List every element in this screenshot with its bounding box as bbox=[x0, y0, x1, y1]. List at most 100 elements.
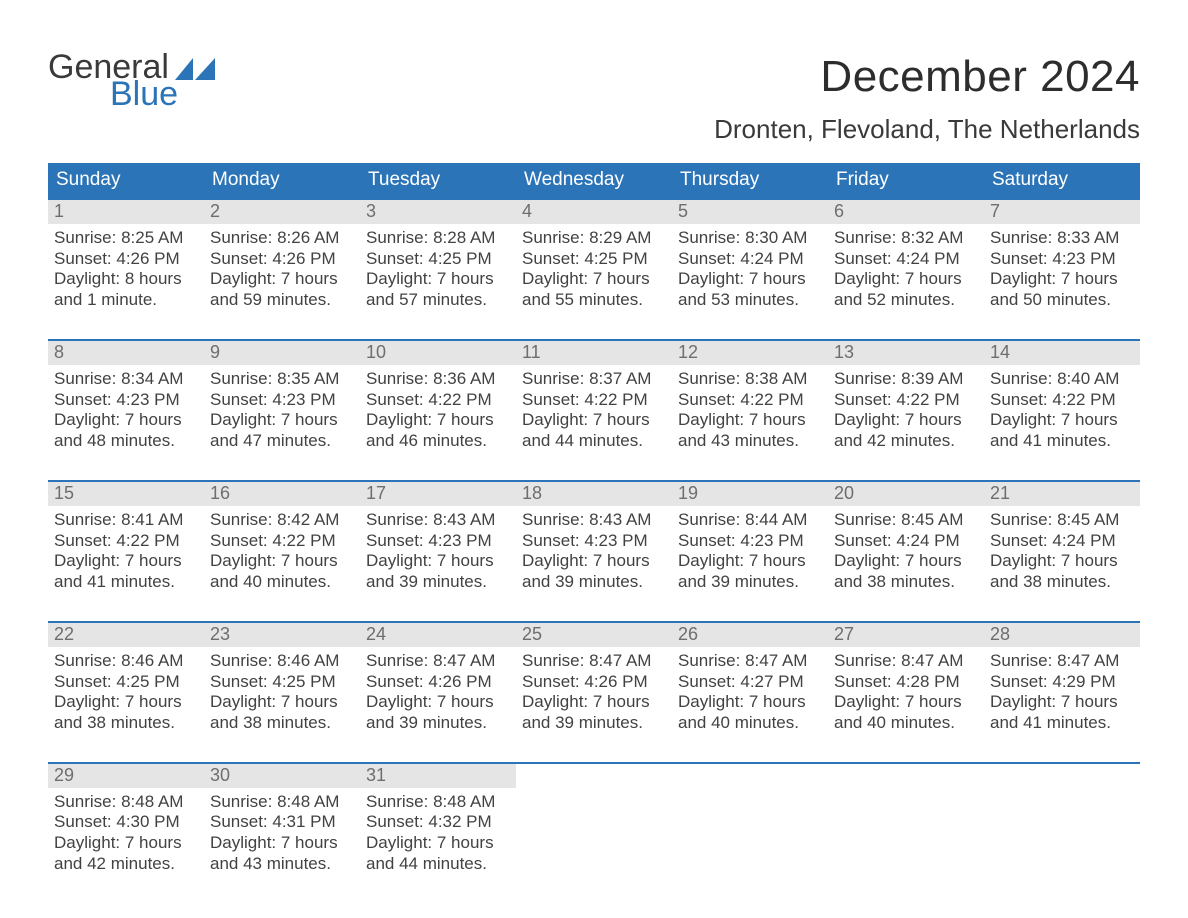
day-body: Sunrise: 8:36 AMSunset: 4:22 PMDaylight:… bbox=[360, 365, 516, 452]
daylight-text: Daylight: 7 hours bbox=[54, 833, 198, 854]
day-cell: 30Sunrise: 8:48 AMSunset: 4:31 PMDayligh… bbox=[204, 764, 360, 875]
daylight-text: and 39 minutes. bbox=[366, 572, 510, 593]
day-number: 23 bbox=[204, 623, 360, 647]
daylight-text: and 39 minutes. bbox=[522, 713, 666, 734]
weekday-header: Tuesday bbox=[360, 163, 516, 198]
sunrise-text: Sunrise: 8:47 AM bbox=[522, 651, 666, 672]
daylight-text: and 41 minutes. bbox=[990, 431, 1134, 452]
daylight-text: Daylight: 7 hours bbox=[990, 269, 1134, 290]
daylight-text: Daylight: 7 hours bbox=[210, 833, 354, 854]
title-block: December 2024 Dronten, Flevoland, The Ne… bbox=[714, 52, 1140, 145]
daylight-text: and 43 minutes. bbox=[678, 431, 822, 452]
daylight-text: Daylight: 7 hours bbox=[678, 551, 822, 572]
sunrise-text: Sunrise: 8:32 AM bbox=[834, 228, 978, 249]
day-number: 27 bbox=[828, 623, 984, 647]
sunset-text: Sunset: 4:24 PM bbox=[834, 531, 978, 552]
sunset-text: Sunset: 4:23 PM bbox=[366, 531, 510, 552]
day-number: 21 bbox=[984, 482, 1140, 506]
daylight-text: and 39 minutes. bbox=[522, 572, 666, 593]
sunset-text: Sunset: 4:26 PM bbox=[522, 672, 666, 693]
sunrise-text: Sunrise: 8:45 AM bbox=[990, 510, 1134, 531]
daylight-text: and 52 minutes. bbox=[834, 290, 978, 311]
weekday-header: Saturday bbox=[984, 163, 1140, 198]
day-body: Sunrise: 8:43 AMSunset: 4:23 PMDaylight:… bbox=[516, 506, 672, 593]
daylight-text: Daylight: 7 hours bbox=[54, 410, 198, 431]
week-row: 1Sunrise: 8:25 AMSunset: 4:26 PMDaylight… bbox=[48, 198, 1140, 311]
week-row: 8Sunrise: 8:34 AMSunset: 4:23 PMDaylight… bbox=[48, 339, 1140, 452]
day-cell: 25Sunrise: 8:47 AMSunset: 4:26 PMDayligh… bbox=[516, 623, 672, 734]
sunset-text: Sunset: 4:27 PM bbox=[678, 672, 822, 693]
sunrise-text: Sunrise: 8:43 AM bbox=[366, 510, 510, 531]
daylight-text: Daylight: 7 hours bbox=[54, 551, 198, 572]
daylight-text: Daylight: 7 hours bbox=[210, 410, 354, 431]
daylight-text: and 38 minutes. bbox=[990, 572, 1134, 593]
daylight-text: Daylight: 7 hours bbox=[210, 692, 354, 713]
day-body: Sunrise: 8:48 AMSunset: 4:32 PMDaylight:… bbox=[360, 788, 516, 875]
day-body: Sunrise: 8:48 AMSunset: 4:31 PMDaylight:… bbox=[204, 788, 360, 875]
day-body: Sunrise: 8:47 AMSunset: 4:27 PMDaylight:… bbox=[672, 647, 828, 734]
day-cell: 3Sunrise: 8:28 AMSunset: 4:25 PMDaylight… bbox=[360, 200, 516, 311]
daylight-text: and 40 minutes. bbox=[210, 572, 354, 593]
day-body bbox=[672, 767, 828, 771]
day-cell: 2Sunrise: 8:26 AMSunset: 4:26 PMDaylight… bbox=[204, 200, 360, 311]
day-cell bbox=[516, 764, 672, 875]
day-body: Sunrise: 8:46 AMSunset: 4:25 PMDaylight:… bbox=[48, 647, 204, 734]
day-number: 2 bbox=[204, 200, 360, 224]
sunrise-text: Sunrise: 8:29 AM bbox=[522, 228, 666, 249]
day-number: 22 bbox=[48, 623, 204, 647]
day-cell: 22Sunrise: 8:46 AMSunset: 4:25 PMDayligh… bbox=[48, 623, 204, 734]
sunset-text: Sunset: 4:22 PM bbox=[678, 390, 822, 411]
day-number: 10 bbox=[360, 341, 516, 365]
sunrise-text: Sunrise: 8:43 AM bbox=[522, 510, 666, 531]
week-row: 15Sunrise: 8:41 AMSunset: 4:22 PMDayligh… bbox=[48, 480, 1140, 593]
day-cell: 19Sunrise: 8:44 AMSunset: 4:23 PMDayligh… bbox=[672, 482, 828, 593]
day-cell: 11Sunrise: 8:37 AMSunset: 4:22 PMDayligh… bbox=[516, 341, 672, 452]
calendar: Sunday Monday Tuesday Wednesday Thursday… bbox=[48, 163, 1140, 875]
weekday-header: Friday bbox=[828, 163, 984, 198]
sunset-text: Sunset: 4:22 PM bbox=[834, 390, 978, 411]
day-body: Sunrise: 8:47 AMSunset: 4:26 PMDaylight:… bbox=[516, 647, 672, 734]
weekday-header: Monday bbox=[204, 163, 360, 198]
location-subtitle: Dronten, Flevoland, The Netherlands bbox=[714, 114, 1140, 145]
day-body: Sunrise: 8:46 AMSunset: 4:25 PMDaylight:… bbox=[204, 647, 360, 734]
day-cell: 18Sunrise: 8:43 AMSunset: 4:23 PMDayligh… bbox=[516, 482, 672, 593]
daylight-text: and 43 minutes. bbox=[210, 854, 354, 875]
day-number: 5 bbox=[672, 200, 828, 224]
daylight-text: Daylight: 7 hours bbox=[210, 551, 354, 572]
week-separator bbox=[48, 311, 1140, 339]
sunrise-text: Sunrise: 8:34 AM bbox=[54, 369, 198, 390]
day-body: Sunrise: 8:25 AMSunset: 4:26 PMDaylight:… bbox=[48, 224, 204, 311]
day-number: 9 bbox=[204, 341, 360, 365]
day-cell: 1Sunrise: 8:25 AMSunset: 4:26 PMDaylight… bbox=[48, 200, 204, 311]
sunrise-text: Sunrise: 8:30 AM bbox=[678, 228, 822, 249]
daylight-text: and 59 minutes. bbox=[210, 290, 354, 311]
day-body: Sunrise: 8:45 AMSunset: 4:24 PMDaylight:… bbox=[984, 506, 1140, 593]
day-cell: 7Sunrise: 8:33 AMSunset: 4:23 PMDaylight… bbox=[984, 200, 1140, 311]
sunrise-text: Sunrise: 8:47 AM bbox=[366, 651, 510, 672]
sunset-text: Sunset: 4:30 PM bbox=[54, 812, 198, 833]
day-body: Sunrise: 8:45 AMSunset: 4:24 PMDaylight:… bbox=[828, 506, 984, 593]
sunset-text: Sunset: 4:25 PM bbox=[366, 249, 510, 270]
daylight-text: and 53 minutes. bbox=[678, 290, 822, 311]
sunset-text: Sunset: 4:28 PM bbox=[834, 672, 978, 693]
daylight-text: and 38 minutes. bbox=[54, 713, 198, 734]
day-body: Sunrise: 8:42 AMSunset: 4:22 PMDaylight:… bbox=[204, 506, 360, 593]
daylight-text: and 42 minutes. bbox=[54, 854, 198, 875]
sunset-text: Sunset: 4:22 PM bbox=[366, 390, 510, 411]
daylight-text: Daylight: 7 hours bbox=[366, 269, 510, 290]
day-number: 30 bbox=[204, 764, 360, 788]
sunrise-text: Sunrise: 8:39 AM bbox=[834, 369, 978, 390]
daylight-text: and 42 minutes. bbox=[834, 431, 978, 452]
day-number: 14 bbox=[984, 341, 1140, 365]
weekday-header: Thursday bbox=[672, 163, 828, 198]
daylight-text: Daylight: 7 hours bbox=[522, 551, 666, 572]
sunset-text: Sunset: 4:22 PM bbox=[990, 390, 1134, 411]
logo-word-2: Blue bbox=[110, 79, 215, 110]
sunrise-text: Sunrise: 8:36 AM bbox=[366, 369, 510, 390]
day-cell: 8Sunrise: 8:34 AMSunset: 4:23 PMDaylight… bbox=[48, 341, 204, 452]
day-cell: 16Sunrise: 8:42 AMSunset: 4:22 PMDayligh… bbox=[204, 482, 360, 593]
day-cell: 5Sunrise: 8:30 AMSunset: 4:24 PMDaylight… bbox=[672, 200, 828, 311]
week-row: 22Sunrise: 8:46 AMSunset: 4:25 PMDayligh… bbox=[48, 621, 1140, 734]
day-body: Sunrise: 8:32 AMSunset: 4:24 PMDaylight:… bbox=[828, 224, 984, 311]
day-body: Sunrise: 8:48 AMSunset: 4:30 PMDaylight:… bbox=[48, 788, 204, 875]
